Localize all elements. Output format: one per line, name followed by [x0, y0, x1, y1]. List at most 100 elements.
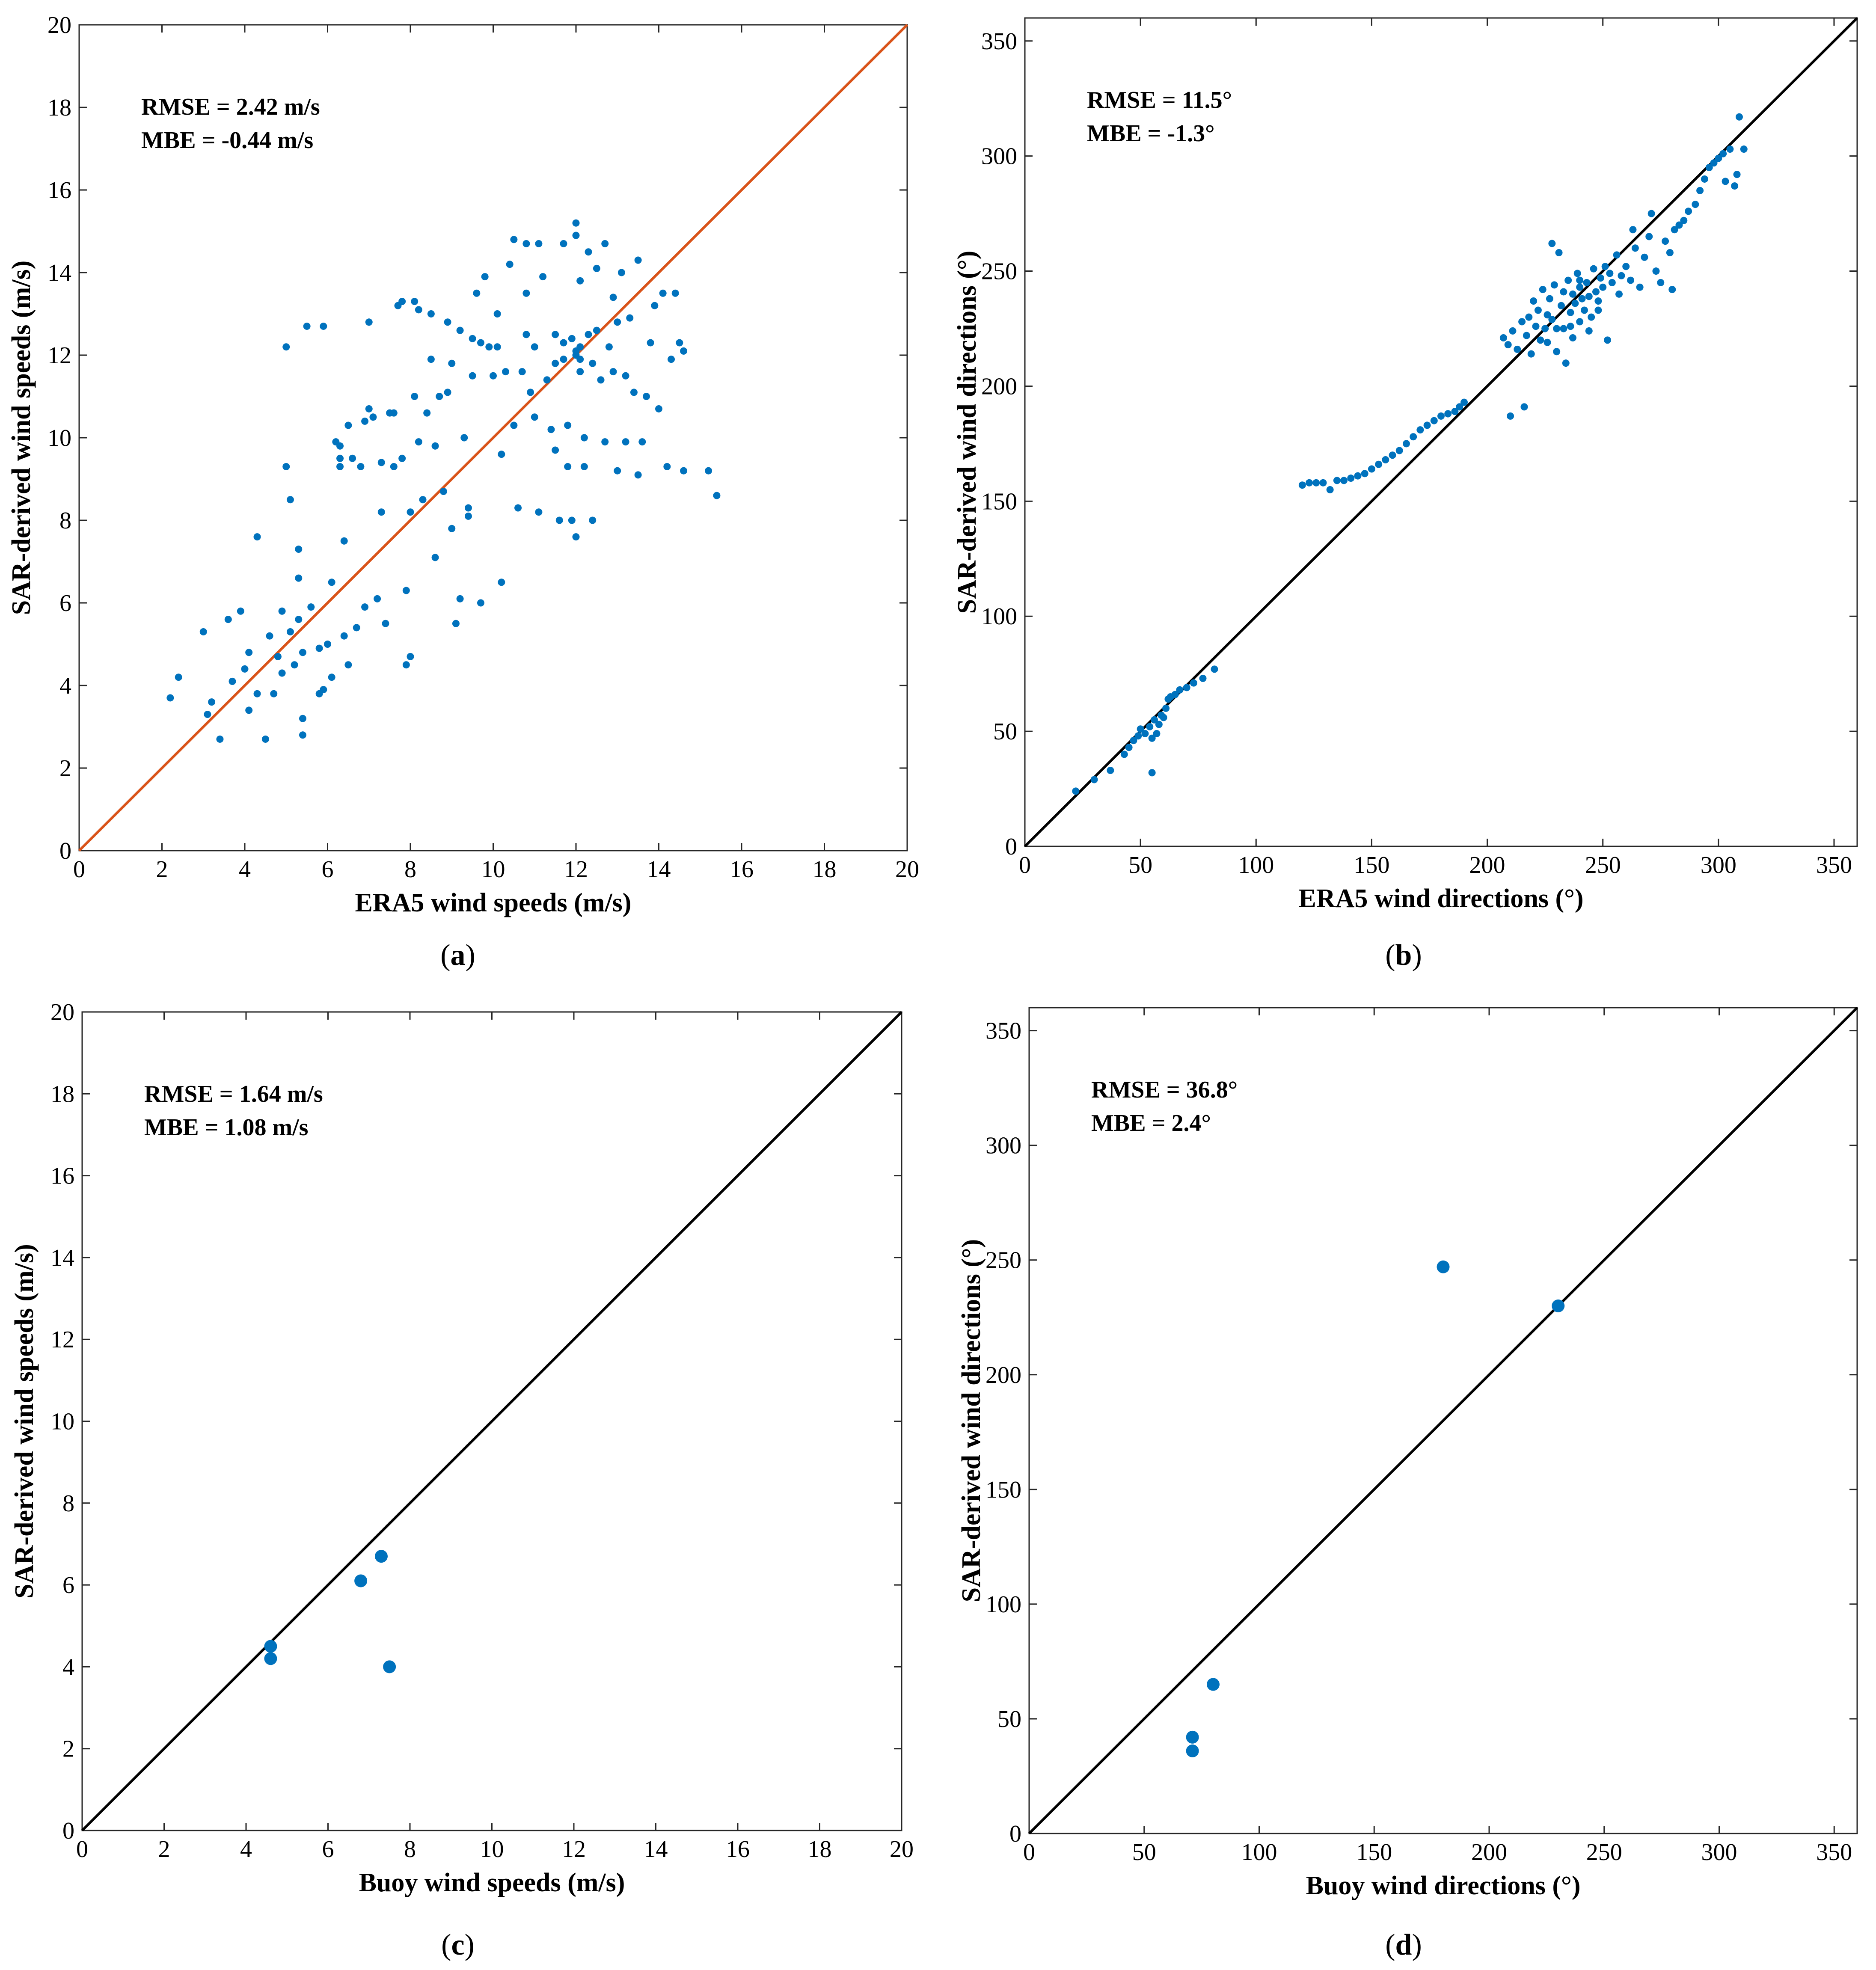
- data-point: [552, 359, 559, 367]
- data-point: [1155, 721, 1163, 728]
- data-point: [1207, 1678, 1220, 1691]
- data-point: [481, 273, 489, 281]
- data-point: [1576, 276, 1584, 284]
- data-point: [680, 467, 688, 475]
- data-point: [1134, 732, 1142, 740]
- data-point: [647, 339, 654, 347]
- y-tick-label: 200: [985, 1362, 1021, 1388]
- data-point: [1125, 744, 1133, 751]
- x-tick-label: 18: [813, 856, 837, 883]
- x-tick-label: 250: [1586, 1839, 1622, 1866]
- one-to-one-line: [81, 1011, 903, 1832]
- data-point: [299, 731, 306, 739]
- data-point: [295, 616, 303, 623]
- data-point: [1186, 1730, 1199, 1744]
- data-point: [1629, 226, 1637, 234]
- data-point: [617, 269, 625, 276]
- data-point: [1580, 306, 1588, 314]
- data-point: [1298, 481, 1306, 489]
- data-point: [1666, 249, 1674, 257]
- data-point: [1340, 477, 1348, 484]
- data-point: [407, 508, 414, 516]
- data-point: [1541, 325, 1549, 332]
- data-point: [1148, 734, 1156, 742]
- data-point: [585, 248, 592, 256]
- data-point: [199, 628, 207, 636]
- data-point: [642, 393, 650, 400]
- y-tick-label: 150: [981, 488, 1017, 515]
- data-point: [357, 463, 365, 471]
- data-point: [204, 711, 211, 718]
- data-point: [601, 438, 609, 446]
- x-tick-label: 350: [1816, 852, 1852, 878]
- x-tick-label: 50: [1132, 1839, 1156, 1866]
- data-point: [1569, 290, 1576, 298]
- data-point: [208, 698, 216, 706]
- data-point: [299, 649, 306, 656]
- data-point: [1701, 175, 1708, 183]
- data-point: [415, 306, 422, 314]
- data-point: [1430, 417, 1438, 424]
- data-point: [1361, 470, 1368, 478]
- panel-caption-letter: a: [451, 939, 466, 972]
- y-tick-label: 250: [981, 258, 1017, 285]
- data-point: [460, 434, 468, 442]
- data-point: [1499, 334, 1507, 342]
- data-point: [535, 240, 543, 247]
- data-point: [278, 607, 286, 615]
- x-tick-label: 4: [240, 1836, 252, 1863]
- data-point: [473, 289, 481, 297]
- data-point: [609, 294, 617, 301]
- x-tick-label: 100: [1238, 852, 1274, 878]
- y-tick-label: 6: [59, 590, 71, 617]
- data-point: [1509, 327, 1517, 335]
- data-point: [1211, 665, 1218, 673]
- x-tick-label: 20: [895, 856, 919, 883]
- data-point: [1576, 318, 1584, 326]
- data-point: [1594, 306, 1602, 314]
- x-tick-label: 16: [726, 1836, 750, 1863]
- data-point: [1578, 295, 1586, 303]
- x-axis-label: Buoy wind directions (°): [1306, 1871, 1580, 1900]
- data-point: [1544, 338, 1551, 346]
- y-tick-label: 16: [50, 1163, 74, 1190]
- data-point: [510, 236, 518, 243]
- data-point: [614, 318, 621, 326]
- data-point: [349, 454, 356, 462]
- data-point: [1389, 451, 1396, 459]
- data-point: [527, 389, 534, 396]
- y-tick-label: 100: [981, 603, 1017, 630]
- data-point: [1585, 327, 1593, 335]
- data-point: [264, 1652, 277, 1665]
- x-axis-label: ERA5 wind speeds (m/s): [355, 888, 632, 917]
- data-point: [1153, 730, 1161, 737]
- data-point: [626, 314, 634, 322]
- data-point: [402, 661, 410, 669]
- data-point: [1368, 465, 1375, 473]
- x-tick-label: 12: [564, 856, 588, 883]
- data-point: [576, 368, 584, 376]
- data-point: [593, 264, 600, 272]
- data-point: [1548, 315, 1556, 323]
- rmse-annotation: RMSE = 36.8°: [1091, 1077, 1238, 1103]
- y-tick-label: 14: [50, 1245, 74, 1271]
- data-point: [307, 603, 315, 611]
- data-point: [407, 653, 414, 660]
- x-tick-label: 16: [730, 856, 754, 883]
- data-point: [1395, 447, 1403, 454]
- data-point: [1354, 472, 1362, 480]
- data-point: [1504, 341, 1512, 349]
- x-tick-label: 2: [156, 856, 168, 883]
- data-point: [1523, 332, 1530, 339]
- data-point: [1557, 302, 1565, 309]
- data-point: [498, 451, 505, 458]
- data-point: [655, 405, 662, 412]
- y-tick-label: 150: [985, 1477, 1021, 1503]
- data-point: [477, 339, 484, 347]
- data-point: [1668, 286, 1676, 294]
- x-tick-label: 150: [1354, 852, 1389, 878]
- data-point: [502, 368, 510, 376]
- data-point: [1731, 182, 1739, 190]
- data-point: [1534, 306, 1542, 314]
- data-point: [274, 653, 282, 660]
